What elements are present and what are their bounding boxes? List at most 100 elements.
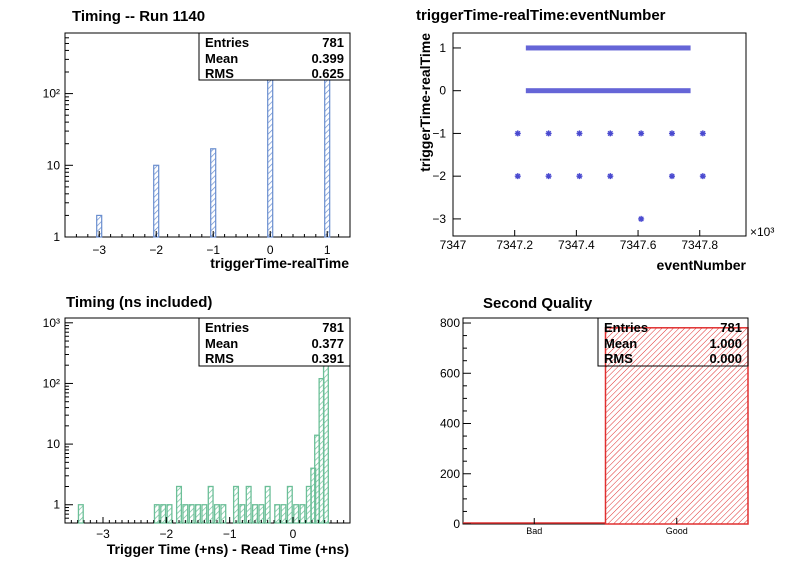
histogram-bar xyxy=(166,504,173,524)
y-tick-label: 10² xyxy=(43,87,60,101)
histogram-bar xyxy=(286,485,293,524)
x-category-label: Good xyxy=(666,526,688,536)
histogram-bar xyxy=(274,504,281,524)
y-axis-label: triggerTime-realTime xyxy=(417,33,433,172)
histogram-bar xyxy=(280,504,287,524)
x-tick-label: 7347.8 xyxy=(681,238,718,252)
x-tick-label: −2 xyxy=(149,243,163,257)
scatter-point xyxy=(699,130,706,137)
histogram-bar xyxy=(604,327,749,525)
panel-second-quality: Second Quality Bad Good 0 200 400 600 800 Entr… xyxy=(440,295,749,536)
stats-mean-value: 0.399 xyxy=(311,51,344,66)
histogram-bar xyxy=(324,52,331,238)
x-tick-label: 7347.2 xyxy=(496,238,533,252)
scatter-point xyxy=(514,173,521,180)
y-tick-label: 1 xyxy=(439,41,446,55)
scatter-point xyxy=(576,130,583,137)
stats-box-frame xyxy=(198,317,351,367)
scatter-band xyxy=(525,45,691,51)
panel-scatter: triggerTime-realTime:eventNumber 7347 734… xyxy=(416,7,774,273)
stats-box: Entries 781 Mean 1.000 RMS 0.000 xyxy=(597,317,749,367)
x-axis-multiplier: ×10³ xyxy=(750,225,774,239)
histogram-bar xyxy=(153,504,160,524)
x-tick-label: −1 xyxy=(223,527,237,541)
stats-mean-label: Mean xyxy=(205,336,238,351)
y-tick-label: 800 xyxy=(440,316,460,330)
x-tick-label: 7347.4 xyxy=(558,238,595,252)
x-tick-label: −2 xyxy=(159,527,173,541)
x-tick-label: −3 xyxy=(96,527,110,541)
scatter-point xyxy=(668,173,675,180)
histogram-bar xyxy=(264,485,271,524)
x-tick-label: −1 xyxy=(206,243,220,257)
scatter-point xyxy=(638,130,645,137)
histogram-bar xyxy=(153,164,160,238)
x-tick-label: 7347.6 xyxy=(620,238,657,252)
scatter-point xyxy=(668,130,675,137)
axis-ticks: Bad Good 0 200 400 600 800 xyxy=(440,316,688,536)
histogram-bar xyxy=(207,485,214,524)
plot-frame xyxy=(452,32,747,237)
axis-ticks: 7347 7347.2 7347.4 7347.6 7347.8 −3 −2 −1 0 1 xyxy=(432,41,718,252)
stats-rms-value: 0.391 xyxy=(311,351,344,366)
axis-ticks: −3 −2 −1 0 1 1 10 10² xyxy=(43,32,351,257)
stats-rms-label: RMS xyxy=(205,66,234,81)
y-tick-label: 600 xyxy=(440,366,460,380)
histogram-bar xyxy=(232,485,240,524)
stats-box: Entries 781 Mean 0.377 RMS 0.391 xyxy=(198,317,351,367)
scatter-point xyxy=(545,130,552,137)
stats-rms-value: 0.000 xyxy=(709,351,742,366)
stats-entries-value: 781 xyxy=(322,35,344,50)
scatter-point xyxy=(607,173,614,180)
histogram-bar xyxy=(160,504,167,524)
y-tick-label: 1 xyxy=(53,230,60,244)
y-tick-label: 400 xyxy=(440,417,460,431)
chart-title-scatter: triggerTime-realTime:eventNumber xyxy=(416,7,666,24)
histogram-bar xyxy=(77,504,84,524)
y-tick-label: −3 xyxy=(432,212,446,226)
chart-title-timing-ns: Timing (ns included) xyxy=(66,294,212,311)
stats-mean-value: 1.000 xyxy=(709,336,742,351)
scatter-point xyxy=(638,215,645,222)
stats-box-frame xyxy=(198,32,351,81)
x-tick-label: 7347 xyxy=(440,238,467,252)
y-tick-label: −2 xyxy=(432,169,446,183)
scatter-point xyxy=(545,173,552,180)
stats-entries-value: 781 xyxy=(720,320,742,335)
stats-entries-label: Entries xyxy=(604,320,648,335)
y-tick-label: 10 xyxy=(47,437,61,451)
histogram-bar xyxy=(293,504,300,524)
x-category-label: Bad xyxy=(526,526,542,536)
scatter-point xyxy=(576,173,583,180)
stats-mean-label: Mean xyxy=(604,336,637,351)
stats-mean-label: Mean xyxy=(205,51,238,66)
histogram-bar xyxy=(299,504,306,524)
y-tick-label: 10³ xyxy=(43,316,60,330)
stats-box-frame xyxy=(597,317,749,367)
scatter-points xyxy=(514,45,706,222)
y-tick-label: 1 xyxy=(53,498,60,512)
chart-title-timing-run: Timing -- Run 1140 xyxy=(72,8,205,25)
histogram-bars xyxy=(77,337,329,524)
stats-entries-value: 781 xyxy=(322,320,344,335)
y-tick-label: 0 xyxy=(439,84,446,98)
stats-rms-value: 0.625 xyxy=(311,66,344,81)
y-tick-label: 0 xyxy=(453,517,460,531)
y-tick-label: −1 xyxy=(432,126,446,140)
y-tick-label: 200 xyxy=(440,467,460,481)
stats-entries-label: Entries xyxy=(205,320,249,335)
stats-entries-label: Entries xyxy=(205,35,249,50)
stats-mean-value: 0.377 xyxy=(311,336,344,351)
x-tick-label: 0 xyxy=(267,243,274,257)
y-tick-label: 10 xyxy=(47,158,61,172)
x-tick-label: 0 xyxy=(290,527,297,541)
scatter-point xyxy=(699,173,706,180)
histogram-bars xyxy=(463,327,749,525)
y-tick-label: 10² xyxy=(43,376,60,390)
scatter-point xyxy=(514,130,521,137)
stats-rms-label: RMS xyxy=(205,351,234,366)
panel-timing-run: Timing -- Run 1140 −3 −2 −1 0 1 1 10 10² trigge… xyxy=(43,8,351,271)
stats-rms-label: RMS xyxy=(604,351,633,366)
x-axis-label: eventNumber xyxy=(657,257,747,273)
